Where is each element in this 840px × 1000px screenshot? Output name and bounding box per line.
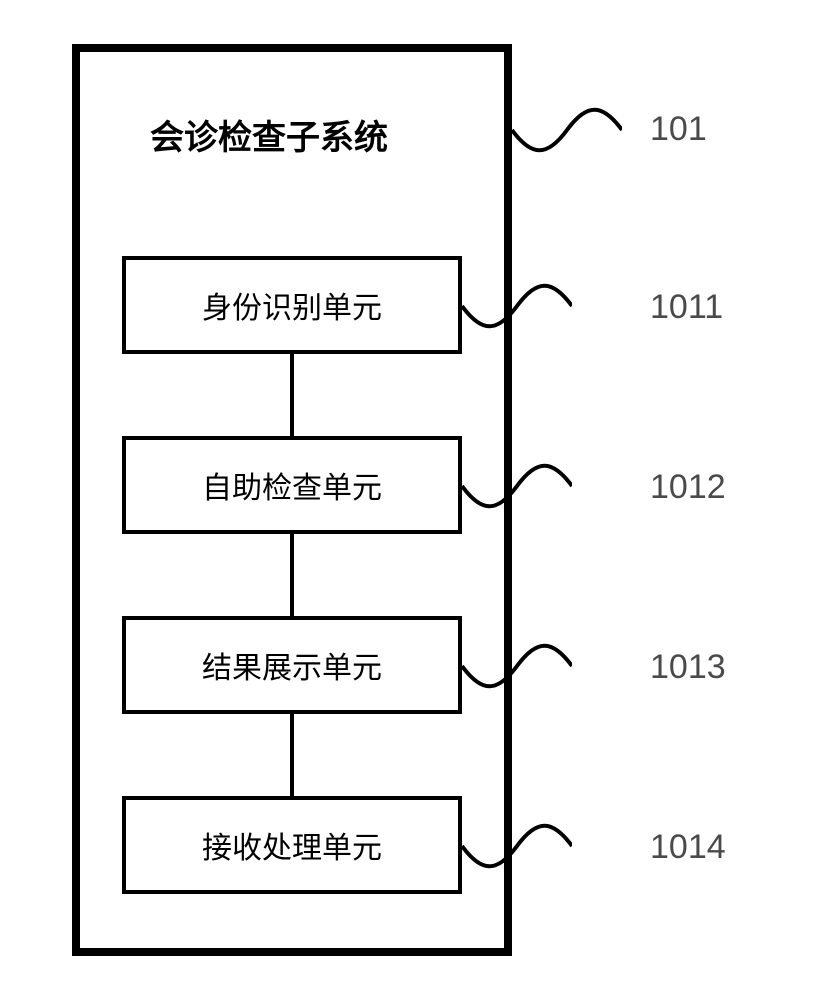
ref-label-subsystem: 101 — [650, 110, 707, 149]
subsystem-title: 会诊检查子系统 — [150, 110, 388, 159]
connector-line — [290, 534, 294, 616]
leader-squiggle-icon — [462, 456, 572, 516]
ref-label-unit: 1012 — [650, 468, 726, 507]
connector-line — [290, 354, 294, 436]
connector-line — [290, 714, 294, 796]
ref-label-unit: 1013 — [650, 648, 726, 687]
unit-box-receive: 接收处理单元 — [122, 796, 462, 894]
unit-box-identity: 身份识别单元 — [122, 256, 462, 354]
leader-squiggle-icon — [462, 816, 572, 876]
unit-label: 自助检查单元 — [202, 463, 382, 507]
leader-squiggle-icon — [512, 100, 622, 160]
diagram-canvas: 会诊检查子系统 身份识别单元 自助检查单元 结果展示单元 接收处理单元 101 … — [0, 0, 840, 1000]
unit-label: 身份识别单元 — [202, 283, 382, 327]
unit-box-selfcheck: 自助检查单元 — [122, 436, 462, 534]
ref-label-unit: 1014 — [650, 828, 726, 867]
unit-label: 接收处理单元 — [202, 823, 382, 867]
unit-label: 结果展示单元 — [202, 643, 382, 687]
leader-squiggle-icon — [462, 276, 572, 336]
leader-squiggle-icon — [462, 636, 572, 696]
unit-box-result: 结果展示单元 — [122, 616, 462, 714]
ref-label-unit: 1011 — [650, 288, 723, 327]
